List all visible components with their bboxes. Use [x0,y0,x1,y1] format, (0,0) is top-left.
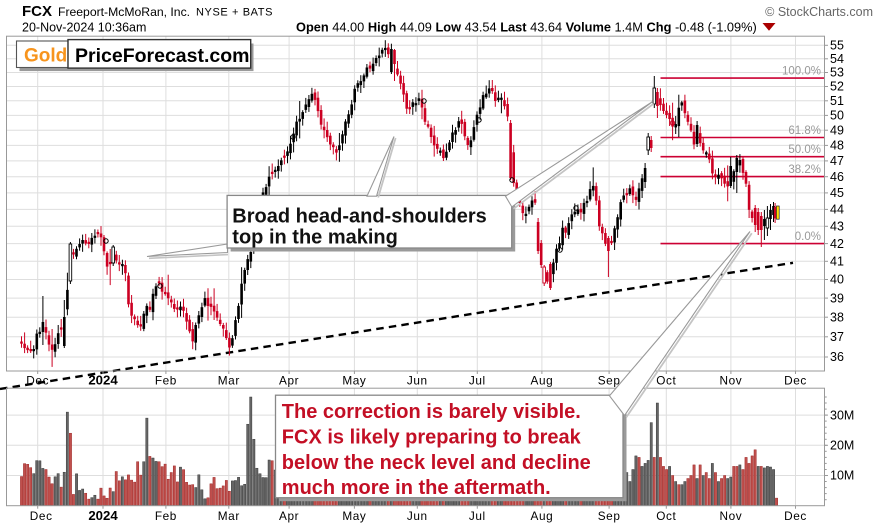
svg-text:47: 47 [830,154,844,168]
svg-text:Jul: Jul [469,374,486,388]
svg-text:Jun: Jun [407,509,428,523]
svg-text:Nov: Nov [720,509,743,523]
svg-text:Jun: Jun [407,374,428,388]
svg-text:May: May [342,509,366,523]
svg-text:Gold: Gold [24,46,67,67]
svg-text:Dec: Dec [784,509,807,523]
svg-text:Broad head-and-shoulders: Broad head-and-shoulders [232,206,486,228]
svg-text:45: 45 [830,186,844,200]
svg-text:Dec: Dec [30,509,53,523]
svg-text:48: 48 [830,139,844,153]
svg-text:The correction is barely visib: The correction is barely visible. [282,401,581,423]
svg-text:39: 39 [830,291,844,305]
svg-text:2024: 2024 [88,373,118,388]
svg-text:2024: 2024 [88,508,118,523]
svg-text:May: May [342,374,366,388]
svg-text:Nov: Nov [720,374,743,388]
svg-text:PriceForecast.com: PriceForecast.com [75,45,250,67]
svg-text:52: 52 [830,80,844,94]
svg-text:Mar: Mar [218,374,240,388]
svg-text:20M: 20M [830,439,854,453]
svg-text:61.8%: 61.8% [788,125,821,137]
svg-text:0.0%: 0.0% [795,231,821,243]
svg-text:top in the making: top in the making [232,227,398,249]
svg-text:Open 44.00 High 44.09 Low 43.5: Open 44.00 High 44.09 Low 43.54 Last 43.… [296,20,757,35]
svg-text:55: 55 [830,39,844,53]
svg-text:54: 54 [830,52,844,66]
svg-text:10M: 10M [830,469,854,483]
svg-text:53: 53 [830,66,844,80]
svg-text:37: 37 [830,330,844,344]
svg-text:much more in the aftermath.: much more in the aftermath. [282,477,551,499]
svg-text:below the neck level and decli: below the neck level and decline [282,452,591,474]
svg-text:46: 46 [830,170,844,184]
svg-text:42: 42 [830,237,844,251]
svg-text:50: 50 [830,109,844,123]
svg-text:40: 40 [830,273,844,287]
svg-text:20-Nov-2024 10:36am: 20-Nov-2024 10:36am [22,21,146,35]
svg-text:41: 41 [830,255,844,269]
svg-text:Apr: Apr [279,509,299,523]
svg-text:Aug: Aug [531,509,554,523]
svg-text:Mar: Mar [218,509,240,523]
svg-text:43: 43 [830,220,844,234]
svg-text:FCX is likely preparing to bre: FCX is likely preparing to break [282,426,582,448]
svg-text:Aug: Aug [531,374,554,388]
svg-text:51: 51 [830,94,844,108]
svg-text:44: 44 [830,203,844,217]
svg-text:Feb: Feb [155,374,177,388]
svg-text:Dec: Dec [784,374,807,388]
svg-text:Jul: Jul [469,509,486,523]
svg-text:36: 36 [830,350,844,364]
svg-text:Feb: Feb [155,509,177,523]
svg-text:Oct: Oct [656,374,676,388]
svg-text:Oct: Oct [656,509,676,523]
svg-text:100.0%: 100.0% [782,66,821,78]
svg-text:Dec: Dec [26,374,49,388]
svg-text:Sep: Sep [598,374,621,388]
svg-text:30M: 30M [830,408,854,422]
svg-text:Freeport-McMoRan, Inc.: Freeport-McMoRan, Inc. [58,5,190,19]
svg-text:38: 38 [830,310,844,324]
svg-text:FCX: FCX [22,3,52,20]
svg-text:38.2%: 38.2% [788,164,821,176]
svg-text:Sep: Sep [598,509,621,523]
svg-text:NYSE + BATS: NYSE + BATS [196,7,273,19]
svg-text:Apr: Apr [279,374,299,388]
svg-text:49: 49 [830,123,844,137]
svg-text:50.0%: 50.0% [788,144,821,156]
svg-text:© StockCharts.com: © StockCharts.com [765,5,873,19]
